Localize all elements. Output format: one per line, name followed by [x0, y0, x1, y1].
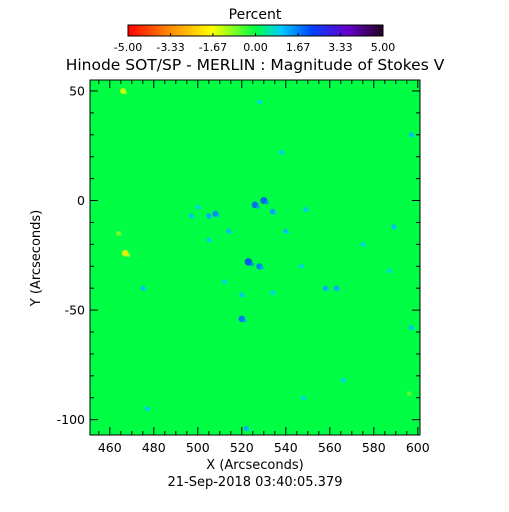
heatmap-feature-halo — [242, 294, 246, 298]
colorbar-tick-label: 0.00 — [243, 41, 268, 54]
plot-area: 460 480 500 520 540 560 580 600 500-50-100 — [57, 79, 430, 455]
heatmap-feature-halo — [412, 327, 415, 331]
heatmap-feature-halo — [124, 91, 128, 95]
heatmap-feature-halo — [363, 244, 367, 247]
y-tick-label: 50 — [69, 83, 85, 98]
heatmap-feature-halo — [209, 216, 213, 220]
x-axis-label: X (Arcseconds) — [206, 458, 303, 473]
y-axis-label: Y (Arcseconds) — [29, 210, 44, 307]
heatmap-feature-halo — [326, 288, 330, 292]
heatmap-feature-halo — [126, 253, 130, 257]
chart-title: Hinode SOT/SP - MERLIN : Magnitude of St… — [66, 56, 445, 74]
x-tick-label: 480 — [142, 440, 166, 455]
timestamp: 21-Sep-2018 03:40:05.379 — [168, 475, 343, 490]
heatmap-feature-halo — [249, 262, 254, 267]
heatmap-feature-halo — [273, 211, 277, 215]
colorbar-ticks — [127, 33, 384, 36]
plot-frame — [89, 79, 421, 436]
heatmap-feature-halo — [225, 281, 228, 285]
colorbar-tick-label: -3.33 — [156, 41, 184, 54]
colorbar-tick-label: -5.00 — [114, 41, 142, 54]
heatmap-feature-halo — [337, 288, 341, 292]
heatmap-feature-halo — [273, 292, 276, 296]
colorbar-tick-label: 3.33 — [328, 41, 353, 54]
heatmap-feature-halo — [409, 393, 413, 396]
heatmap-feature-halo — [286, 231, 290, 235]
x-tick-label: 500 — [186, 440, 210, 455]
heatmap-feature-halo — [198, 207, 202, 210]
x-tick-label: 520 — [230, 440, 254, 455]
heatmap-feature-halo — [148, 408, 151, 412]
y-axis: 50 0 -50 -100 — [57, 83, 420, 427]
heatmap-feature-halo — [394, 226, 398, 230]
heatmap-feature-halo — [260, 266, 265, 270]
heatmap-feature-halo — [412, 134, 415, 138]
x-tick-label: 580 — [362, 440, 386, 455]
heatmap-feature-halo — [260, 102, 263, 105]
heatmap-feature-halo — [282, 152, 285, 156]
heatmap-feature-halo — [302, 266, 305, 269]
heatmap-feature-halo — [390, 270, 393, 274]
heatmap-feature-halo — [265, 200, 269, 205]
colorbar-tick-label: 5.00 — [371, 41, 396, 54]
heatmap-feature-halo — [343, 380, 347, 383]
heatmap-feature-halo — [143, 288, 147, 292]
colorbar-tick-labels: -5.00 -3.33 -1.67 0.00 1.67 3.33 5.00 — [114, 41, 395, 54]
heatmap-feature-halo — [229, 231, 233, 235]
colorbar-label: Percent — [229, 7, 282, 23]
heatmap-feature-halo — [306, 209, 310, 213]
y-tick-label: -100 — [57, 412, 85, 427]
heatmap-feature-halo — [247, 428, 251, 432]
heatmap-feature-halo — [304, 397, 307, 401]
heatmap-feature-halo — [192, 215, 195, 219]
heatmap-feature-halo — [216, 213, 220, 218]
heatmap-feature-halo — [119, 233, 122, 237]
y-tick-label: -50 — [65, 303, 85, 318]
heatmap-feature-halo — [242, 319, 247, 323]
heatmap-feature-halo — [256, 205, 260, 209]
x-tick-label: 540 — [274, 440, 298, 455]
heatmap-features — [116, 87, 415, 432]
x-tick-label: 560 — [318, 440, 342, 455]
heatmap-background — [90, 80, 420, 435]
colorbar-tick-label: -1.67 — [199, 41, 227, 54]
x-tick-label: 600 — [406, 440, 430, 455]
y-tick-label: 0 — [77, 193, 85, 208]
x-tick-label: 460 — [98, 440, 122, 455]
colorbar: Percent -5.00 -3.33 -1.67 0.00 1.67 3.33 5.00 — [114, 7, 395, 54]
x-axis: 460 480 500 520 540 560 580 600 — [98, 80, 430, 455]
colorbar-tick-label: 1.67 — [286, 41, 311, 54]
heatmap-feature-halo — [209, 240, 213, 243]
